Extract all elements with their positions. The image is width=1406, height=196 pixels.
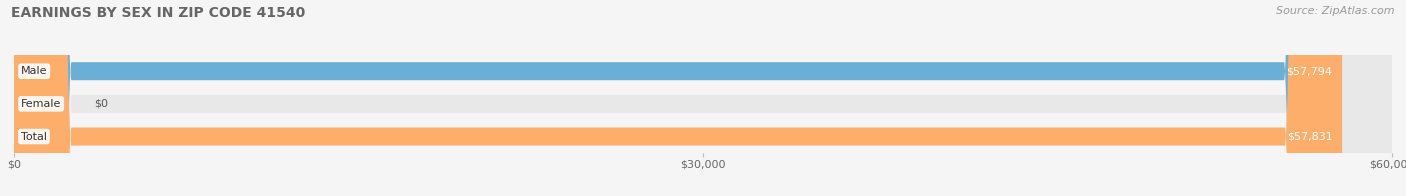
Text: Source: ZipAtlas.com: Source: ZipAtlas.com bbox=[1277, 6, 1395, 16]
FancyBboxPatch shape bbox=[14, 0, 1392, 196]
FancyBboxPatch shape bbox=[14, 0, 1392, 196]
Text: $57,831: $57,831 bbox=[1288, 132, 1333, 142]
FancyBboxPatch shape bbox=[14, 0, 1341, 196]
Text: Male: Male bbox=[21, 66, 48, 76]
FancyBboxPatch shape bbox=[14, 0, 1392, 196]
Text: $0: $0 bbox=[94, 99, 108, 109]
FancyBboxPatch shape bbox=[14, 0, 1343, 196]
Text: Female: Female bbox=[21, 99, 62, 109]
Text: $57,794: $57,794 bbox=[1286, 66, 1331, 76]
Text: Total: Total bbox=[21, 132, 46, 142]
Text: EARNINGS BY SEX IN ZIP CODE 41540: EARNINGS BY SEX IN ZIP CODE 41540 bbox=[11, 6, 305, 20]
